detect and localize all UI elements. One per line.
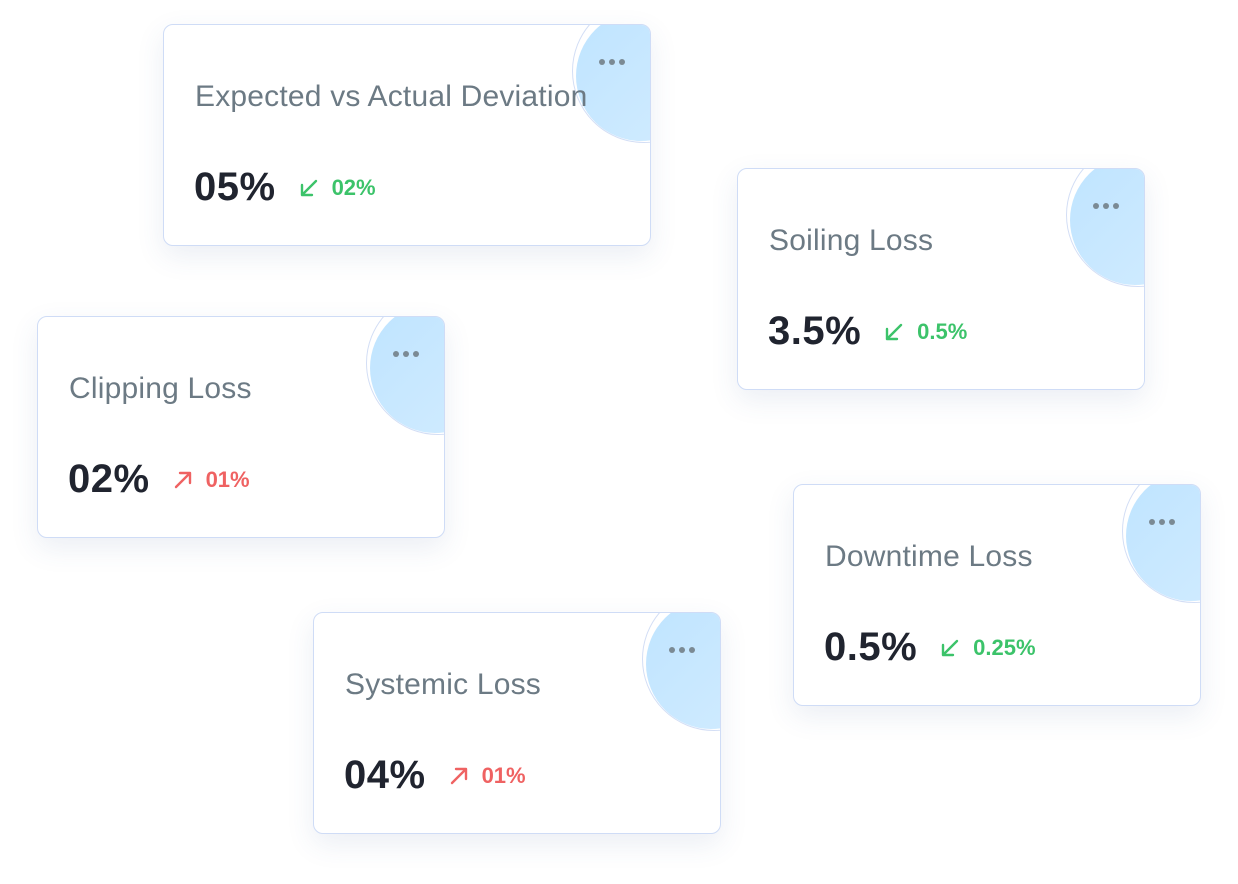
trend-value: 01% — [481, 762, 526, 788]
metric-value: 02% — [68, 457, 150, 501]
more-horizontal-icon[interactable] — [669, 647, 695, 653]
metric-row: 02% 01% — [68, 457, 250, 502]
trend-indicator: 01% — [448, 763, 526, 789]
metric-row: 0.5% 0.25% — [824, 625, 1036, 670]
decorative-circle — [1070, 169, 1144, 285]
metric-value: 3.5% — [768, 309, 862, 353]
metric-row: 04% 01% — [344, 753, 526, 798]
arrow-down-left-icon — [300, 179, 317, 196]
trend-indicator: 02% — [298, 175, 376, 201]
decorative-circle — [646, 613, 720, 729]
more-horizontal-icon[interactable] — [1149, 519, 1175, 525]
more-horizontal-icon[interactable] — [599, 59, 625, 65]
card-title: Soiling Loss — [769, 224, 934, 257]
trend-value: 0.25% — [973, 634, 1036, 660]
more-horizontal-icon[interactable] — [1093, 203, 1119, 209]
metric-row: 05% 02% — [194, 165, 376, 210]
decorative-circle — [1126, 485, 1200, 601]
kpi-card-clipping-loss: Clipping Loss 02% 01% — [37, 316, 445, 538]
trend-indicator: 0.5% — [883, 319, 967, 345]
metric-value: 04% — [344, 753, 426, 797]
trend-value: 02% — [331, 174, 376, 200]
card-title: Systemic Loss — [345, 668, 541, 701]
metric-value: 0.5% — [824, 625, 918, 669]
metric-value: 05% — [194, 165, 276, 209]
trend-indicator: 0.25% — [939, 634, 1036, 661]
arrow-down-left-icon — [885, 323, 903, 340]
metric-row: 3.5% 0.5% — [768, 309, 967, 354]
arrow-up-right-icon — [174, 471, 191, 488]
decorative-circle — [370, 317, 444, 433]
kpi-card-systemic-loss: Systemic Loss 04% 01% — [313, 612, 721, 834]
arrow-down-left-icon — [941, 639, 959, 656]
kpi-card-soiling-loss: Soiling Loss 3.5% 0.5% — [737, 168, 1145, 390]
card-title: Downtime Loss — [825, 540, 1033, 573]
more-horizontal-icon[interactable] — [393, 351, 419, 357]
arrow-up-right-icon — [450, 767, 467, 784]
trend-indicator: 01% — [172, 467, 250, 493]
trend-value: 01% — [205, 466, 250, 492]
card-title: Expected vs Actual Deviation — [195, 80, 588, 113]
kpi-card-expected-vs-actual-deviation: Expected vs Actual Deviation 05% 02% — [163, 24, 651, 246]
card-title: Clipping Loss — [69, 372, 252, 405]
trend-value: 0.5% — [917, 318, 968, 344]
kpi-card-downtime-loss: Downtime Loss 0.5% 0.25% — [793, 484, 1201, 706]
